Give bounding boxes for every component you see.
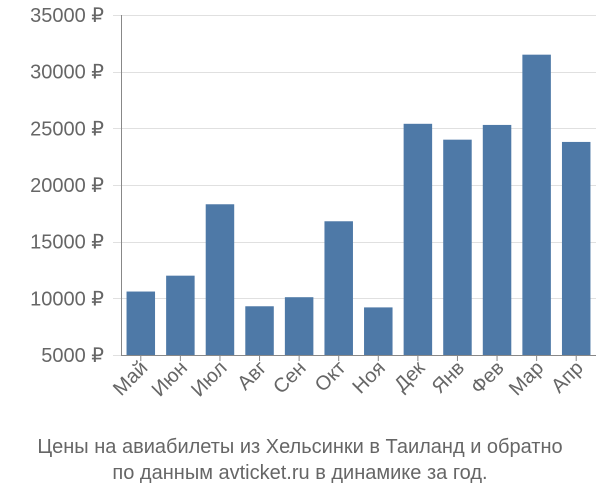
- y-tick-label: 30000 ₽: [30, 62, 104, 84]
- y-tick-label: 5000 ₽: [41, 345, 104, 367]
- bar-2: [166, 275, 195, 355]
- y-tick-labels: 5000 ₽ 10000 ₽ 15000 ₽ 20000 ₽ 25000 ₽ 30000 …: [30, 5, 104, 367]
- x-tick-label: Янв: [428, 357, 469, 398]
- x-tick-label: Мар: [505, 357, 548, 400]
- axes: [121, 15, 596, 361]
- bar-5: [284, 297, 314, 355]
- bar-12: [561, 141, 591, 355]
- x-tick-label: Июл: [187, 357, 231, 401]
- bar-11: [522, 54, 551, 356]
- x-tick-label: Ноя: [349, 357, 390, 398]
- bar-1: [126, 291, 156, 355]
- bar-10: [482, 124, 512, 355]
- bars: [126, 54, 591, 356]
- x-tick-label: Окт: [311, 357, 350, 396]
- bar-4: [245, 306, 274, 355]
- y-tick-label: 20000 ₽: [30, 175, 104, 197]
- x-tick-label: Июн: [148, 357, 192, 401]
- bar-7: [364, 307, 393, 355]
- caption-line-2: по данным avticket.ru в динамике за год.: [112, 462, 488, 484]
- bar-3: [205, 204, 235, 355]
- bar-9: [443, 139, 472, 355]
- bar-8: [403, 123, 433, 355]
- caption-line-1: Цены на авиабилеты из Хельсинки в Таилан…: [37, 436, 563, 458]
- bar-6: [324, 221, 353, 355]
- x-tick-label: Апр: [547, 357, 588, 398]
- x-tick-label: Май: [109, 357, 152, 400]
- y-tick-label: 10000 ₽: [30, 288, 104, 310]
- x-tick-label: Дек: [390, 357, 429, 396]
- y-tick-label: 35000 ₽: [30, 5, 104, 27]
- x-tick-label: Фев: [467, 357, 509, 399]
- y-tick-label: 15000 ₽: [30, 232, 104, 254]
- x-tick-label: Сен: [269, 357, 310, 398]
- y-tick-label: 25000 ₽: [30, 118, 104, 140]
- x-tick-label: Авг: [233, 357, 271, 395]
